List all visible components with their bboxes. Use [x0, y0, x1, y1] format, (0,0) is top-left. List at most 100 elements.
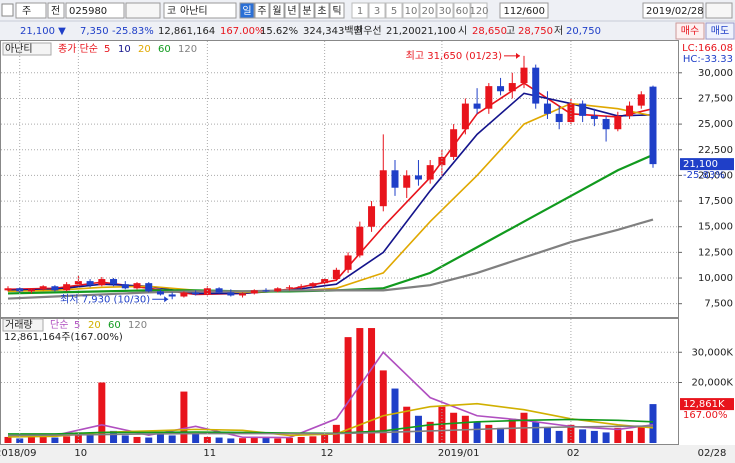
checkbox[interactable]: [1, 3, 14, 17]
period-button[interactable]: [299, 2, 315, 19]
volume-bar: [192, 433, 200, 443]
interval-button[interactable]: [402, 2, 420, 19]
candle-body: [461, 103, 469, 130]
volume-bar: [403, 406, 411, 443]
volume-bar: [391, 388, 399, 443]
candle-body: [485, 86, 493, 109]
legend-entry: 10: [118, 44, 131, 55]
volume-bar: [156, 433, 164, 443]
count-box[interactable]: [499, 2, 549, 19]
y-tick-label: 12,500: [698, 247, 733, 258]
period-button[interactable]: [284, 2, 300, 19]
interval-button[interactable]: [368, 2, 386, 19]
candle-body: [98, 279, 106, 286]
interval-button[interactable]: [419, 2, 437, 19]
interval-button[interactable]: [453, 2, 471, 19]
calendar-button[interactable]: [705, 2, 733, 19]
volume-bar: [133, 436, 141, 443]
date: 2019/02/28: [646, 6, 704, 17]
ma-line: [7, 425, 654, 437]
period-button[interactable]: [269, 2, 285, 19]
candle-body: [297, 286, 305, 288]
legend-entry: 120: [178, 44, 197, 55]
candle-body: [156, 291, 164, 295]
volume-panel: [0, 318, 679, 445]
volume-bar: [145, 437, 153, 443]
y-tick-label: 17,500: [698, 196, 733, 207]
period: 초: [317, 5, 326, 17]
candle-body: [637, 94, 645, 106]
candle-body: [250, 290, 258, 294]
candle-body: [497, 86, 505, 92]
volume-bar: [297, 436, 305, 443]
interval-button[interactable]: [436, 2, 454, 19]
candle-body: [590, 115, 598, 119]
interval-button[interactable]: [351, 2, 369, 19]
volume-bar: [344, 337, 352, 443]
volume-bar: [74, 432, 82, 443]
sell-button[interactable]: [705, 22, 735, 40]
legend-entry: 60: [108, 320, 121, 331]
date-box[interactable]: [642, 2, 704, 19]
volume-bar: [98, 382, 106, 443]
volume-pct: 167.00%: [220, 26, 265, 37]
period-button[interactable]: [254, 2, 270, 19]
volume-bar: [215, 437, 223, 443]
volume-bar: [497, 427, 505, 443]
arrow-head: [516, 52, 520, 59]
turnover: 15.62%: [260, 26, 298, 37]
x-tick-label: 11: [203, 448, 216, 459]
type-select[interactable]: [47, 2, 65, 19]
period: 일: [242, 5, 251, 17]
volume-bar: [321, 433, 329, 443]
bid: 21,100: [421, 26, 456, 37]
volume-bar: [63, 436, 71, 443]
y-tick-label: 22,500: [698, 145, 733, 156]
candle-body: [473, 103, 481, 109]
last-value-label: 21,100: [683, 159, 718, 170]
buy-button[interactable]: [675, 22, 705, 40]
market: 주: [22, 6, 31, 17]
annotation: 최저 7,930 (10/30): [60, 293, 150, 305]
ma-line: [7, 351, 654, 439]
candle-body: [16, 288, 24, 292]
candle-body: [344, 255, 352, 270]
legend-entry: 120: [128, 320, 147, 331]
annotation: 최고 31,650 (01/23): [406, 50, 502, 62]
end-date: 02/28: [698, 448, 727, 459]
candle-body: [579, 103, 587, 116]
ask: 21,200: [386, 26, 421, 37]
interval-button[interactable]: [385, 2, 403, 19]
buy[interactable]: 매수: [681, 25, 699, 37]
interval-button[interactable]: [470, 2, 488, 19]
volume-bar: [16, 438, 24, 443]
code-input[interactable]: [65, 2, 125, 19]
open: 28,650: [472, 26, 507, 37]
candle-body: [86, 281, 94, 286]
search-button[interactable]: [125, 2, 161, 19]
name-box[interactable]: [163, 2, 237, 19]
market-select[interactable]: [15, 2, 47, 19]
last-value-label: 12,861K: [683, 399, 725, 410]
interval: 20: [422, 6, 435, 17]
volume-bar: [414, 415, 422, 443]
volume-bar: [250, 436, 258, 443]
y-tick-label: 30,000K: [691, 347, 733, 358]
volume-bar: [86, 434, 94, 443]
open-label: 시: [458, 25, 467, 37]
period-button[interactable]: [314, 2, 330, 19]
volume-bar: [508, 418, 516, 443]
high-label: 고: [506, 26, 515, 37]
volume-bar: [262, 437, 270, 443]
candle-body: [356, 226, 364, 256]
arrow-head: [164, 296, 169, 303]
volume-bar: [379, 370, 387, 443]
period-button[interactable]: [329, 2, 345, 19]
period: 년: [287, 5, 296, 17]
candle-body: [532, 67, 540, 104]
best-label: 최우선: [354, 25, 382, 37]
y-tick-label: 27,500: [698, 93, 733, 104]
candle-body: [215, 288, 223, 293]
sell[interactable]: 매도: [711, 25, 729, 37]
period-button[interactable]: [239, 2, 255, 19]
